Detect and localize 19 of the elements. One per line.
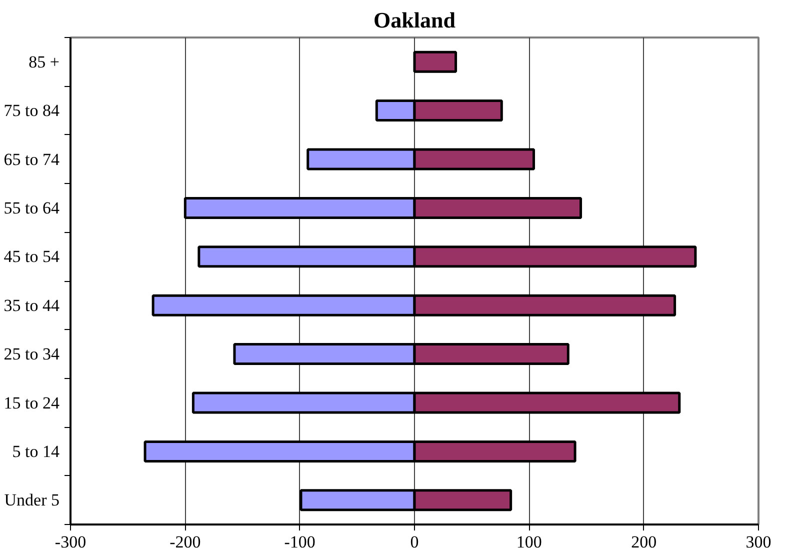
- x-tick-label: 300: [746, 532, 772, 550]
- y-tick-label: 15 to 24: [4, 393, 60, 412]
- y-tick-label: Under 5: [4, 490, 60, 510]
- x-tick-label: -300: [54, 532, 86, 550]
- y-tick-label: 85 +: [28, 52, 60, 72]
- chart-title: Oakland: [374, 8, 456, 32]
- x-tick-label: -100: [284, 532, 316, 550]
- x-tick-label: -200: [170, 532, 201, 550]
- y-tick-label: 35 to 44: [4, 296, 60, 315]
- y-tick-label: 65 to 74: [4, 150, 60, 169]
- y-tick-label: 75 to 84: [4, 101, 60, 120]
- y-tick-label: 25 to 34: [4, 344, 60, 364]
- y-tick-label: 55 to 64: [4, 198, 60, 218]
- x-tick-label: 200: [631, 532, 657, 550]
- y-tick-label: 45 to 54: [4, 247, 60, 266]
- x-tick-label: 100: [516, 532, 542, 550]
- y-tick-label: 5 to 14: [12, 442, 60, 461]
- x-tick-label: 0: [410, 532, 419, 550]
- bar: [413, 50, 458, 73]
